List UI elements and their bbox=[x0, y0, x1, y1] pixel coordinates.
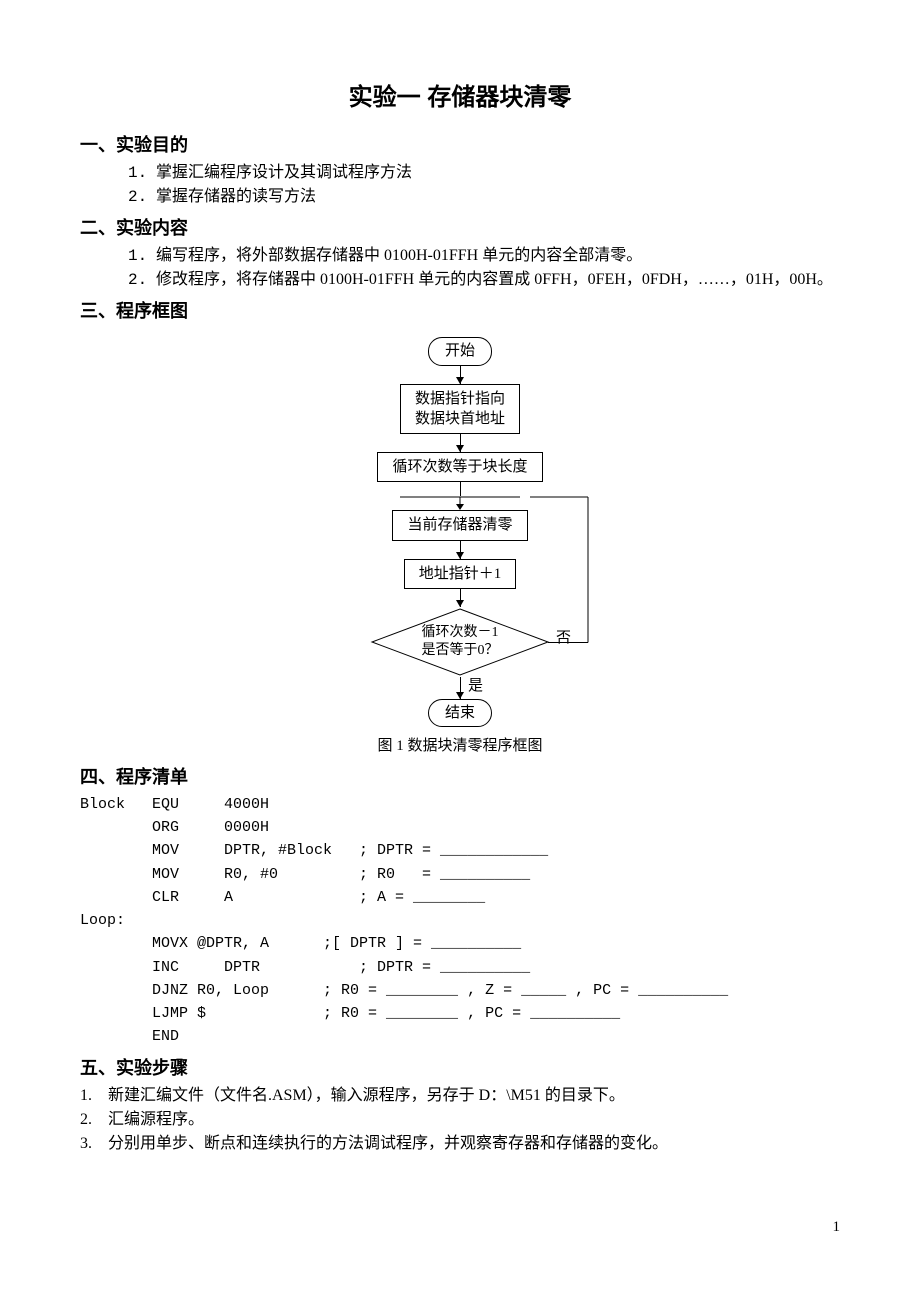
list-item: 1. 新建汇编文件（文件名.ASM），输入源程序，另存于 D：\M51 的目录下… bbox=[80, 1084, 840, 1108]
flow-node: 地址指针＋1 bbox=[404, 559, 517, 589]
loop-join bbox=[390, 496, 530, 510]
page-number: 1 bbox=[80, 1216, 840, 1239]
list-item: 2. 汇编源程序。 bbox=[80, 1108, 840, 1132]
item-num: 1. bbox=[80, 1084, 108, 1108]
sec3-heading: 三、程序框图 bbox=[80, 298, 840, 325]
flow-text: 数据块首地址 bbox=[415, 409, 505, 429]
sec4-heading: 四、程序清单 bbox=[80, 764, 840, 791]
item-num: 2. bbox=[128, 185, 156, 209]
flow-node: 循环次数等于块长度 bbox=[377, 452, 542, 482]
sec2-heading: 二、实验内容 bbox=[80, 215, 840, 242]
item-num: 3. bbox=[80, 1132, 108, 1156]
flow-node: 当前存储器清零 bbox=[392, 510, 527, 540]
flow-text: 循环次数－1 bbox=[422, 624, 499, 642]
flowchart: 开始 数据指针指向 数据块首地址 循环次数等于块长度 当前存储器清零 地址指针＋… bbox=[80, 337, 840, 727]
flow-node: 数据指针指向 数据块首地址 bbox=[400, 384, 520, 435]
item-text: 修改程序，将存储器中 0100H-01FFH 单元的内容置成 0FFH，0FEH… bbox=[156, 268, 840, 292]
item-text: 汇编源程序。 bbox=[108, 1108, 204, 1132]
list-item: 2. 修改程序，将存储器中 0100H-01FFH 单元的内容置成 0FFH，0… bbox=[128, 268, 840, 292]
figure-caption: 图 1 数据块清零程序框图 bbox=[80, 735, 840, 758]
sec5-heading: 五、实验步骤 bbox=[80, 1055, 840, 1082]
item-num: 1. bbox=[128, 161, 156, 185]
page-title: 实验一 存储器块清零 bbox=[80, 80, 840, 116]
flow-end: 结束 bbox=[428, 699, 492, 728]
steps-list: 1. 新建汇编文件（文件名.ASM），输入源程序，另存于 D：\M51 的目录下… bbox=[80, 1084, 840, 1156]
item-num: 1. bbox=[128, 244, 156, 268]
item-text: 新建汇编文件（文件名.ASM），输入源程序，另存于 D：\M51 的目录下。 bbox=[108, 1084, 625, 1108]
item-text: 分别用单步、断点和连续执行的方法调试程序，并观察寄存器和存储器的变化。 bbox=[108, 1132, 668, 1156]
item-text: 编写程序，将外部数据存储器中 0100H-01FFH 单元的内容全部清零。 bbox=[156, 244, 840, 268]
join-icon bbox=[390, 496, 530, 510]
flow-start: 开始 bbox=[428, 337, 492, 366]
item-text: 掌握存储器的读写方法 bbox=[156, 185, 840, 209]
loopback-line bbox=[548, 497, 598, 643]
item-num: 2. bbox=[128, 268, 156, 292]
flow-decision: 循环次数－1 是否等于0？ 否 bbox=[370, 607, 550, 677]
flow-text: 数据指针指向 bbox=[415, 389, 505, 409]
code-listing: Block EQU 4000H ORG 0000H MOV DPTR, #Blo… bbox=[80, 793, 840, 1049]
list-item: 2. 掌握存储器的读写方法 bbox=[128, 185, 840, 209]
item-num: 2. bbox=[80, 1108, 108, 1132]
connector bbox=[460, 482, 461, 496]
branch-label-yes: 是 bbox=[468, 675, 483, 698]
sec1-heading: 一、实验目的 bbox=[80, 132, 840, 159]
flow-text: 是否等于0？ bbox=[422, 642, 499, 660]
item-text: 掌握汇编程序设计及其调试程序方法 bbox=[156, 161, 840, 185]
list-item: 3. 分别用单步、断点和连续执行的方法调试程序，并观察寄存器和存储器的变化。 bbox=[80, 1132, 840, 1156]
list-item: 1. 编写程序，将外部数据存储器中 0100H-01FFH 单元的内容全部清零。 bbox=[128, 244, 840, 268]
list-item: 1. 掌握汇编程序设计及其调试程序方法 bbox=[128, 161, 840, 185]
